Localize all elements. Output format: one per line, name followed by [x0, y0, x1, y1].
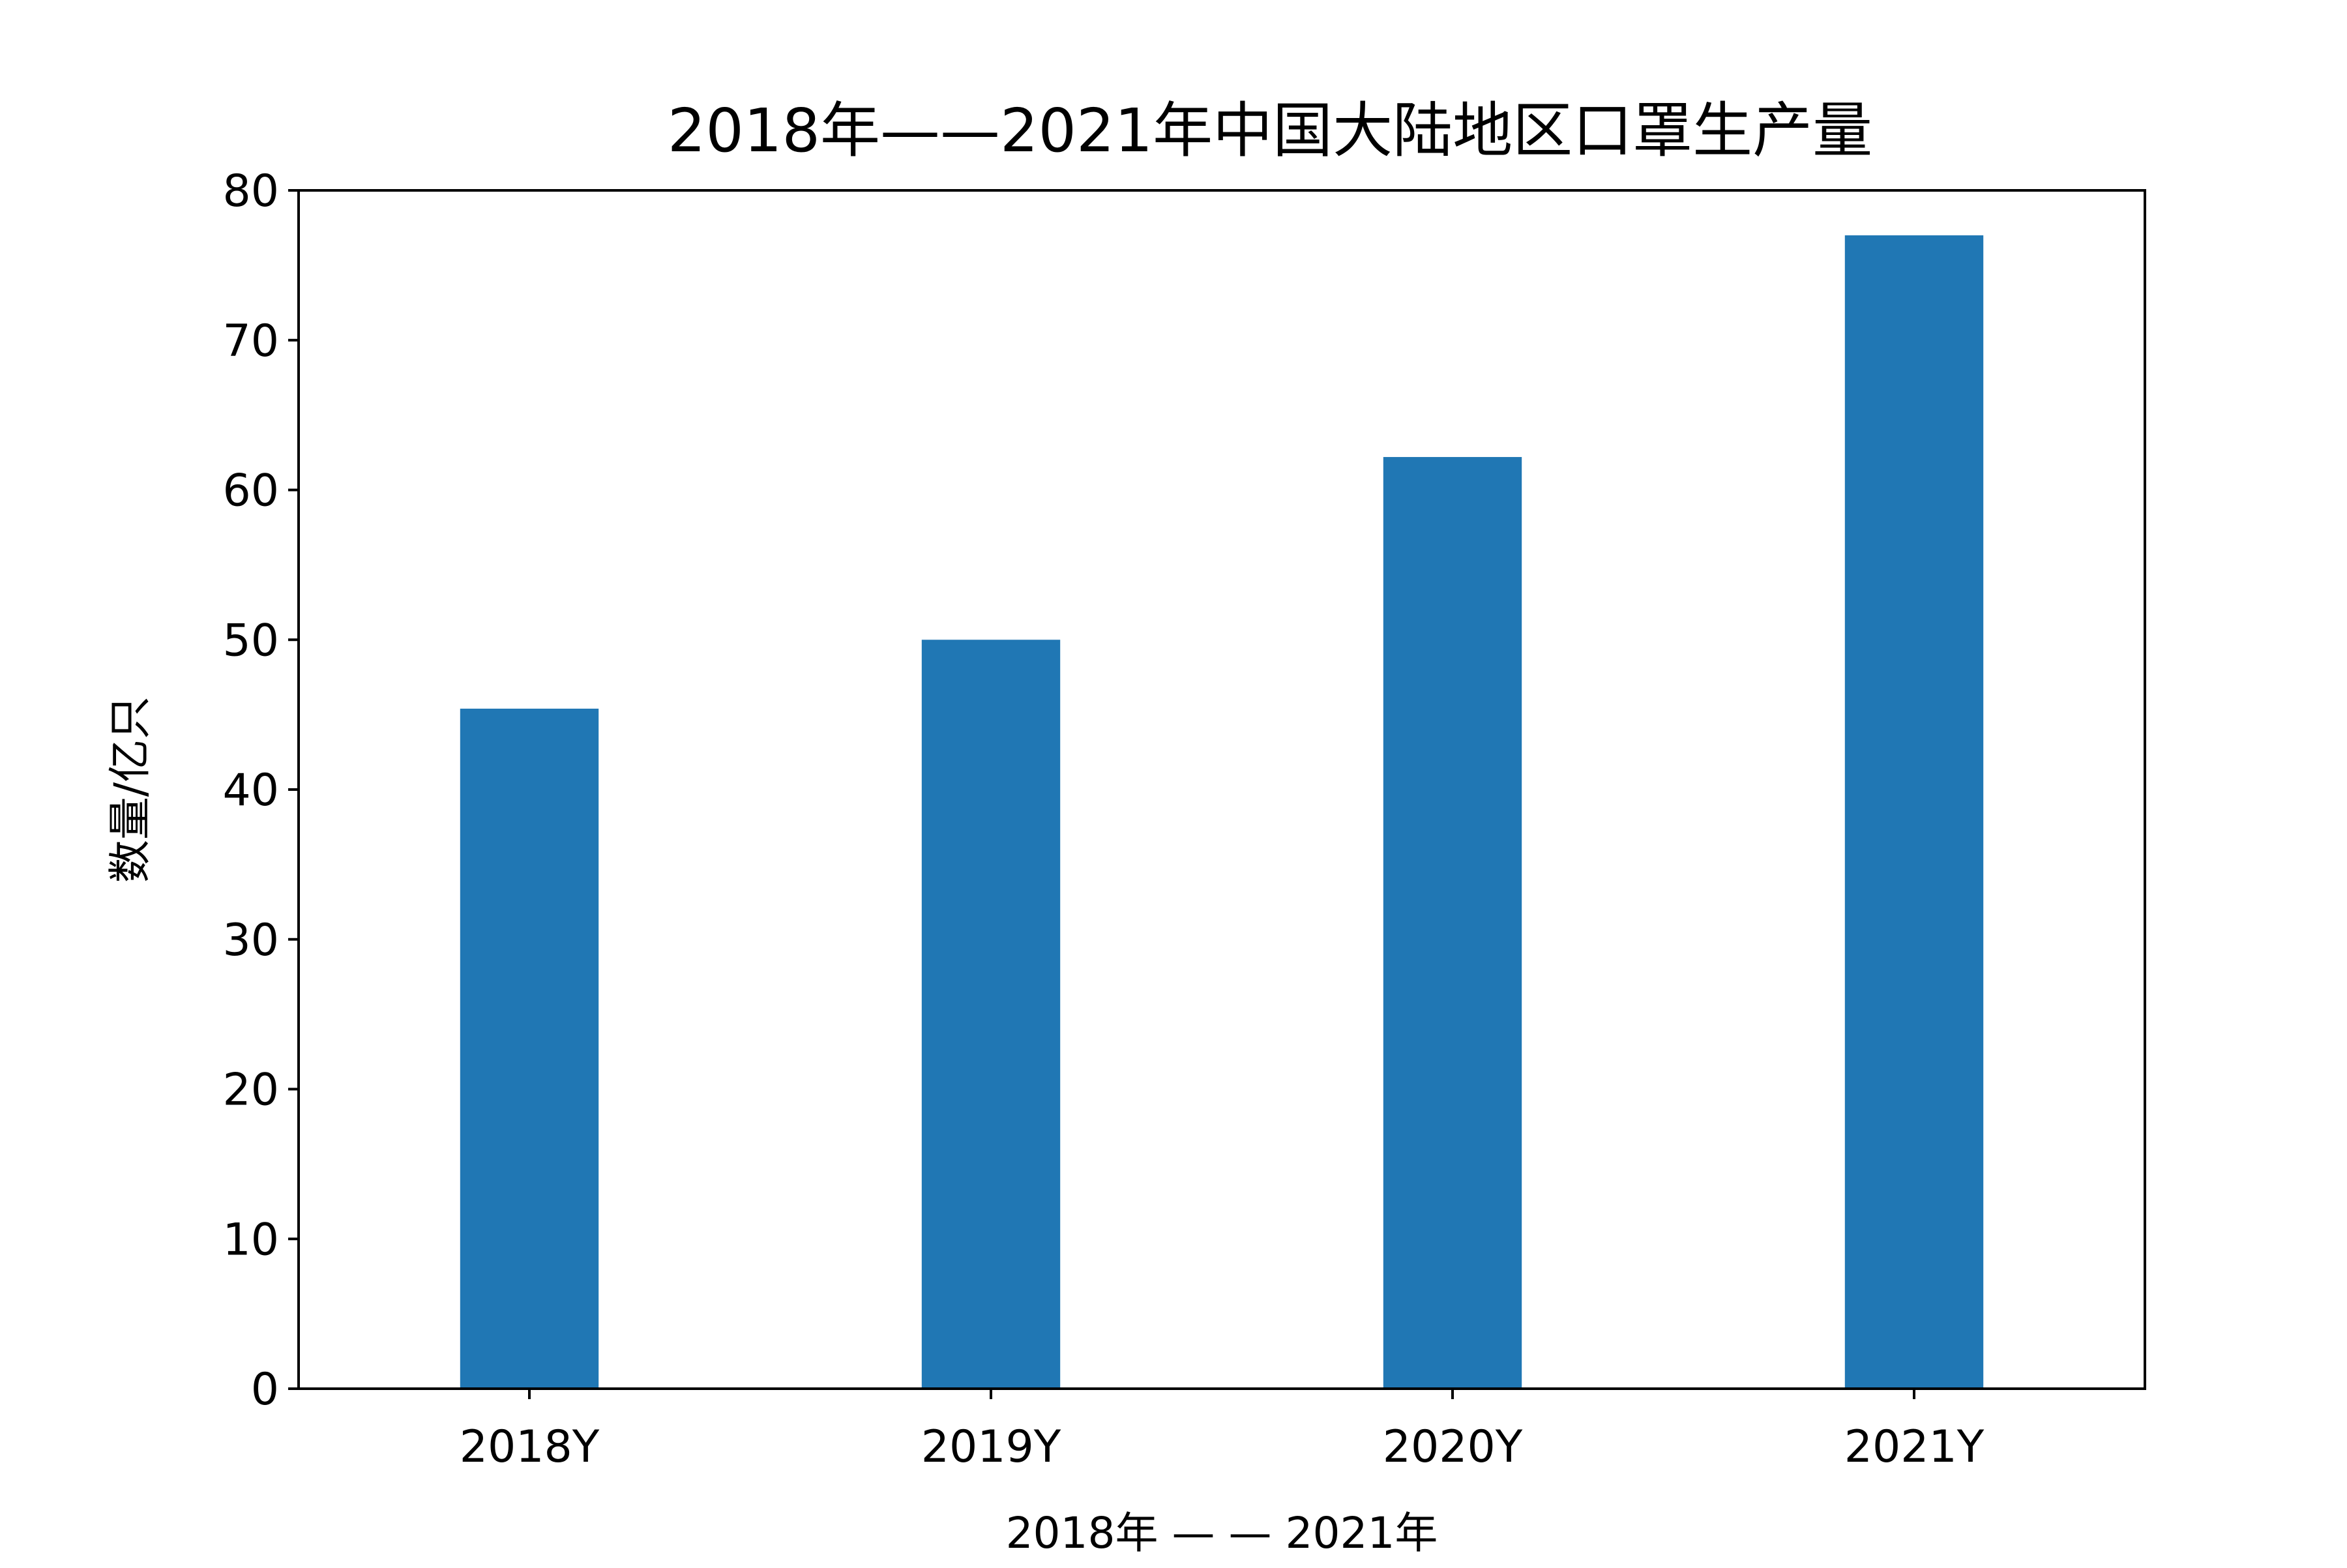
y-tick-label: 20	[222, 1065, 279, 1116]
x-axis-label: 2018年 — — 2021年	[1006, 1508, 1438, 1558]
x-tick-label: 2020Y	[1383, 1421, 1523, 1473]
bars-layer	[460, 235, 1984, 1389]
x-tick-label: 2018Y	[460, 1421, 600, 1473]
y-axis-ticks: 0 10 20 30 40 50 60 70 80	[222, 166, 299, 1415]
chart-title: 2018年——2021年中国大陆地区口罩生产量	[668, 96, 1872, 166]
y-tick-label: 60	[222, 466, 279, 517]
bar-2020Y	[1383, 456, 1522, 1389]
x-tick-label: 2019Y	[921, 1421, 1061, 1473]
bar-2018Y	[460, 708, 599, 1389]
bar-2021Y	[1844, 235, 1984, 1389]
y-tick-label: 50	[222, 615, 279, 666]
x-tick-label: 2021Y	[1844, 1421, 1985, 1473]
y-tick-label: 0	[251, 1364, 279, 1415]
x-axis-ticks: 2018Y 2019Y 2020Y 2021Y	[460, 1389, 1985, 1473]
y-tick-label: 80	[222, 166, 279, 217]
y-tick-label: 40	[222, 765, 279, 816]
y-axis-label: 数量/亿只	[105, 696, 155, 883]
y-tick-label: 10	[222, 1214, 279, 1265]
y-tick-label: 70	[222, 316, 279, 367]
bar-2019Y	[921, 640, 1061, 1389]
y-tick-label: 30	[222, 915, 279, 966]
